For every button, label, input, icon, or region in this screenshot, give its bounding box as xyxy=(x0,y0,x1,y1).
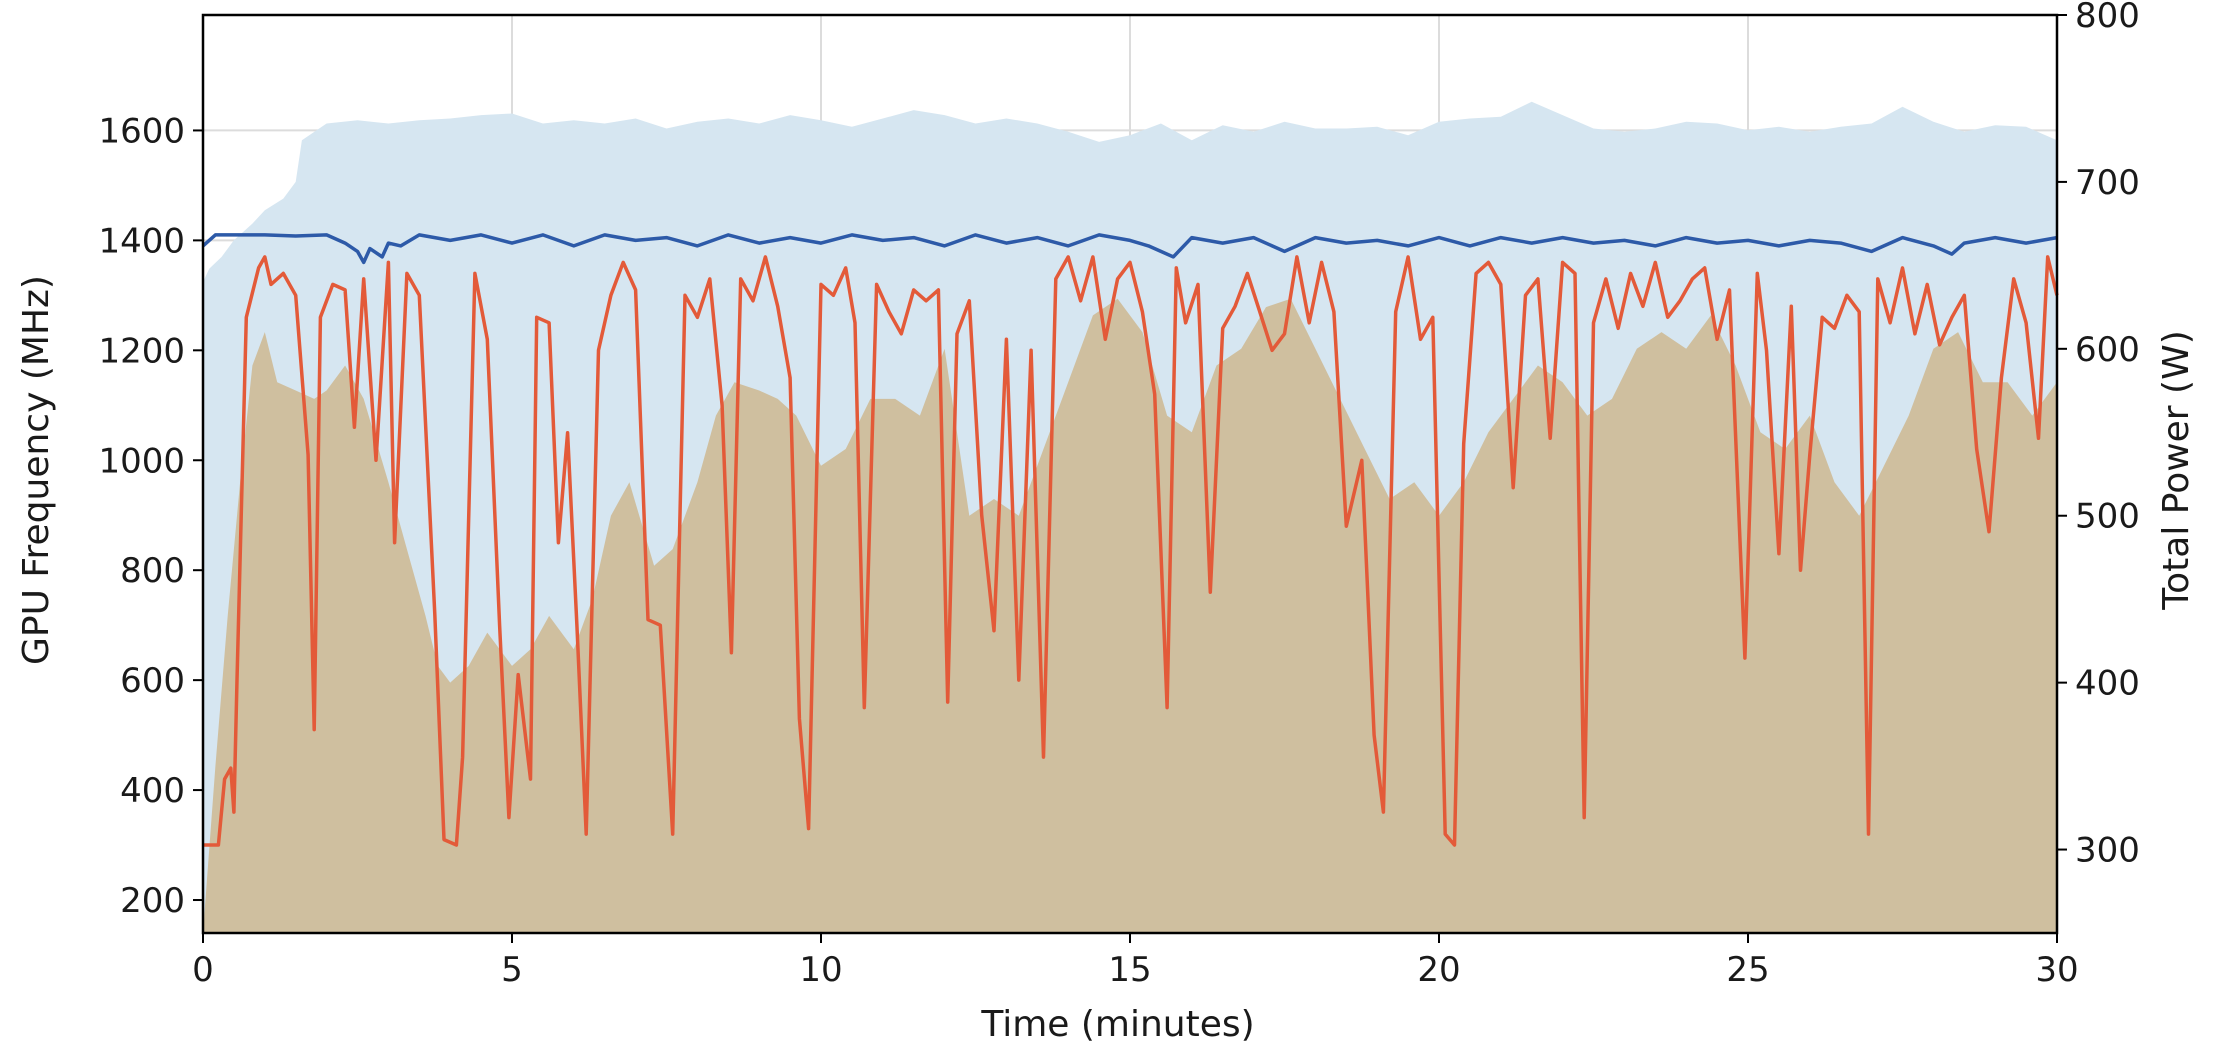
x-tick-label: 15 xyxy=(1108,950,1151,990)
y-tick-label: 200 xyxy=(120,881,185,921)
y2-tick-label: 300 xyxy=(2075,831,2140,871)
area-series xyxy=(203,101,2057,934)
y2-tick-label: 500 xyxy=(2075,497,2140,537)
x-axis-label: Time (minutes) xyxy=(980,1004,1254,1045)
x-tick-label: 0 xyxy=(192,950,214,990)
y-tick-label: 1200 xyxy=(98,331,185,371)
y-axis-ticks: 200 400 600 800 1000 1200 1400 1600 xyxy=(98,111,203,921)
y-axis-label: GPU Frequency (MHz) xyxy=(16,275,57,665)
y-tick-label: 1000 xyxy=(98,441,185,481)
y2-axis-label: Total Power (W) xyxy=(2156,330,2197,611)
y2-tick-label: 400 xyxy=(2075,664,2140,704)
y-tick-label: 600 xyxy=(120,661,185,701)
x-tick-label: 30 xyxy=(2035,950,2078,990)
y-tick-label: 400 xyxy=(120,771,185,811)
x-tick-label: 10 xyxy=(799,950,842,990)
y-tick-label: 1600 xyxy=(98,111,185,151)
x-tick-label: 5 xyxy=(501,950,523,990)
y2-tick-label: 600 xyxy=(2075,330,2140,370)
power-area-series-1 xyxy=(203,298,2057,933)
y2-axis-ticks: 300 400 500 600 700 800 xyxy=(2057,0,2140,871)
x-axis-ticks: 0 5 10 15 20 25 30 xyxy=(192,933,2079,990)
frequency-line-series-2 xyxy=(201,233,2058,265)
y-tick-label: 800 xyxy=(120,551,185,591)
x-tick-label: 25 xyxy=(1726,950,1769,990)
y2-tick-label: 800 xyxy=(2075,0,2140,36)
line-series xyxy=(201,233,2059,847)
y-tick-label: 1400 xyxy=(98,221,185,261)
frequency-line-series-3 xyxy=(203,255,2059,847)
x-tick-label: 20 xyxy=(1417,950,1460,990)
y2-tick-label: 700 xyxy=(2075,163,2140,203)
